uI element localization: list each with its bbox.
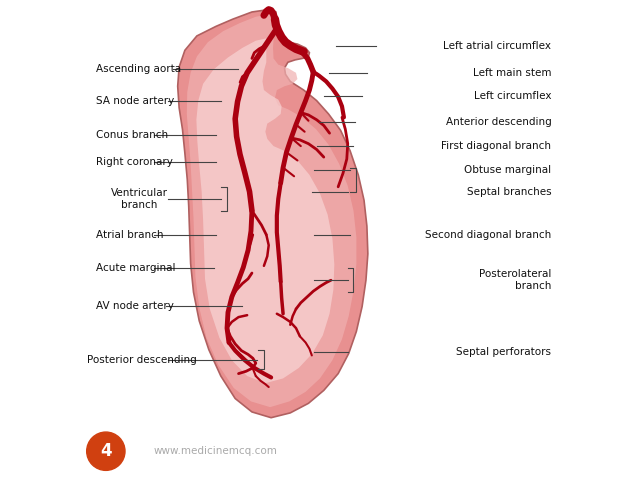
Text: Atrial branch: Atrial branch (96, 230, 164, 240)
Text: Ventricular
branch: Ventricular branch (110, 188, 168, 210)
Text: Conus branch: Conus branch (96, 130, 168, 140)
Text: Posterolateral
branch: Posterolateral branch (479, 269, 551, 291)
Text: 4: 4 (100, 442, 112, 460)
FancyBboxPatch shape (72, 0, 566, 479)
Text: AV node artery: AV node artery (96, 301, 174, 310)
Text: Second diagonal branch: Second diagonal branch (425, 230, 551, 240)
Text: Septal branches: Septal branches (466, 187, 551, 196)
Polygon shape (187, 13, 357, 407)
Text: Acute marginal: Acute marginal (96, 263, 175, 273)
Polygon shape (197, 38, 334, 383)
Text: www.medicinemcq.com: www.medicinemcq.com (154, 446, 278, 456)
Polygon shape (178, 9, 368, 418)
Text: Left atrial circumflex: Left atrial circumflex (443, 41, 551, 50)
Text: Obtuse marginal: Obtuse marginal (464, 165, 551, 175)
Circle shape (87, 432, 125, 470)
Text: Septal perforators: Septal perforators (456, 347, 551, 357)
Text: Posterior descending: Posterior descending (87, 355, 197, 365)
Text: First diagonal branch: First diagonal branch (441, 141, 551, 151)
Text: Left circumflex: Left circumflex (474, 91, 551, 101)
Text: SA node artery: SA node artery (96, 96, 175, 105)
Text: Anterior descending: Anterior descending (445, 117, 551, 127)
Text: Left main stem: Left main stem (473, 68, 551, 78)
Text: Ascending aorta: Ascending aorta (96, 65, 181, 74)
Text: Right coronary: Right coronary (96, 157, 173, 167)
